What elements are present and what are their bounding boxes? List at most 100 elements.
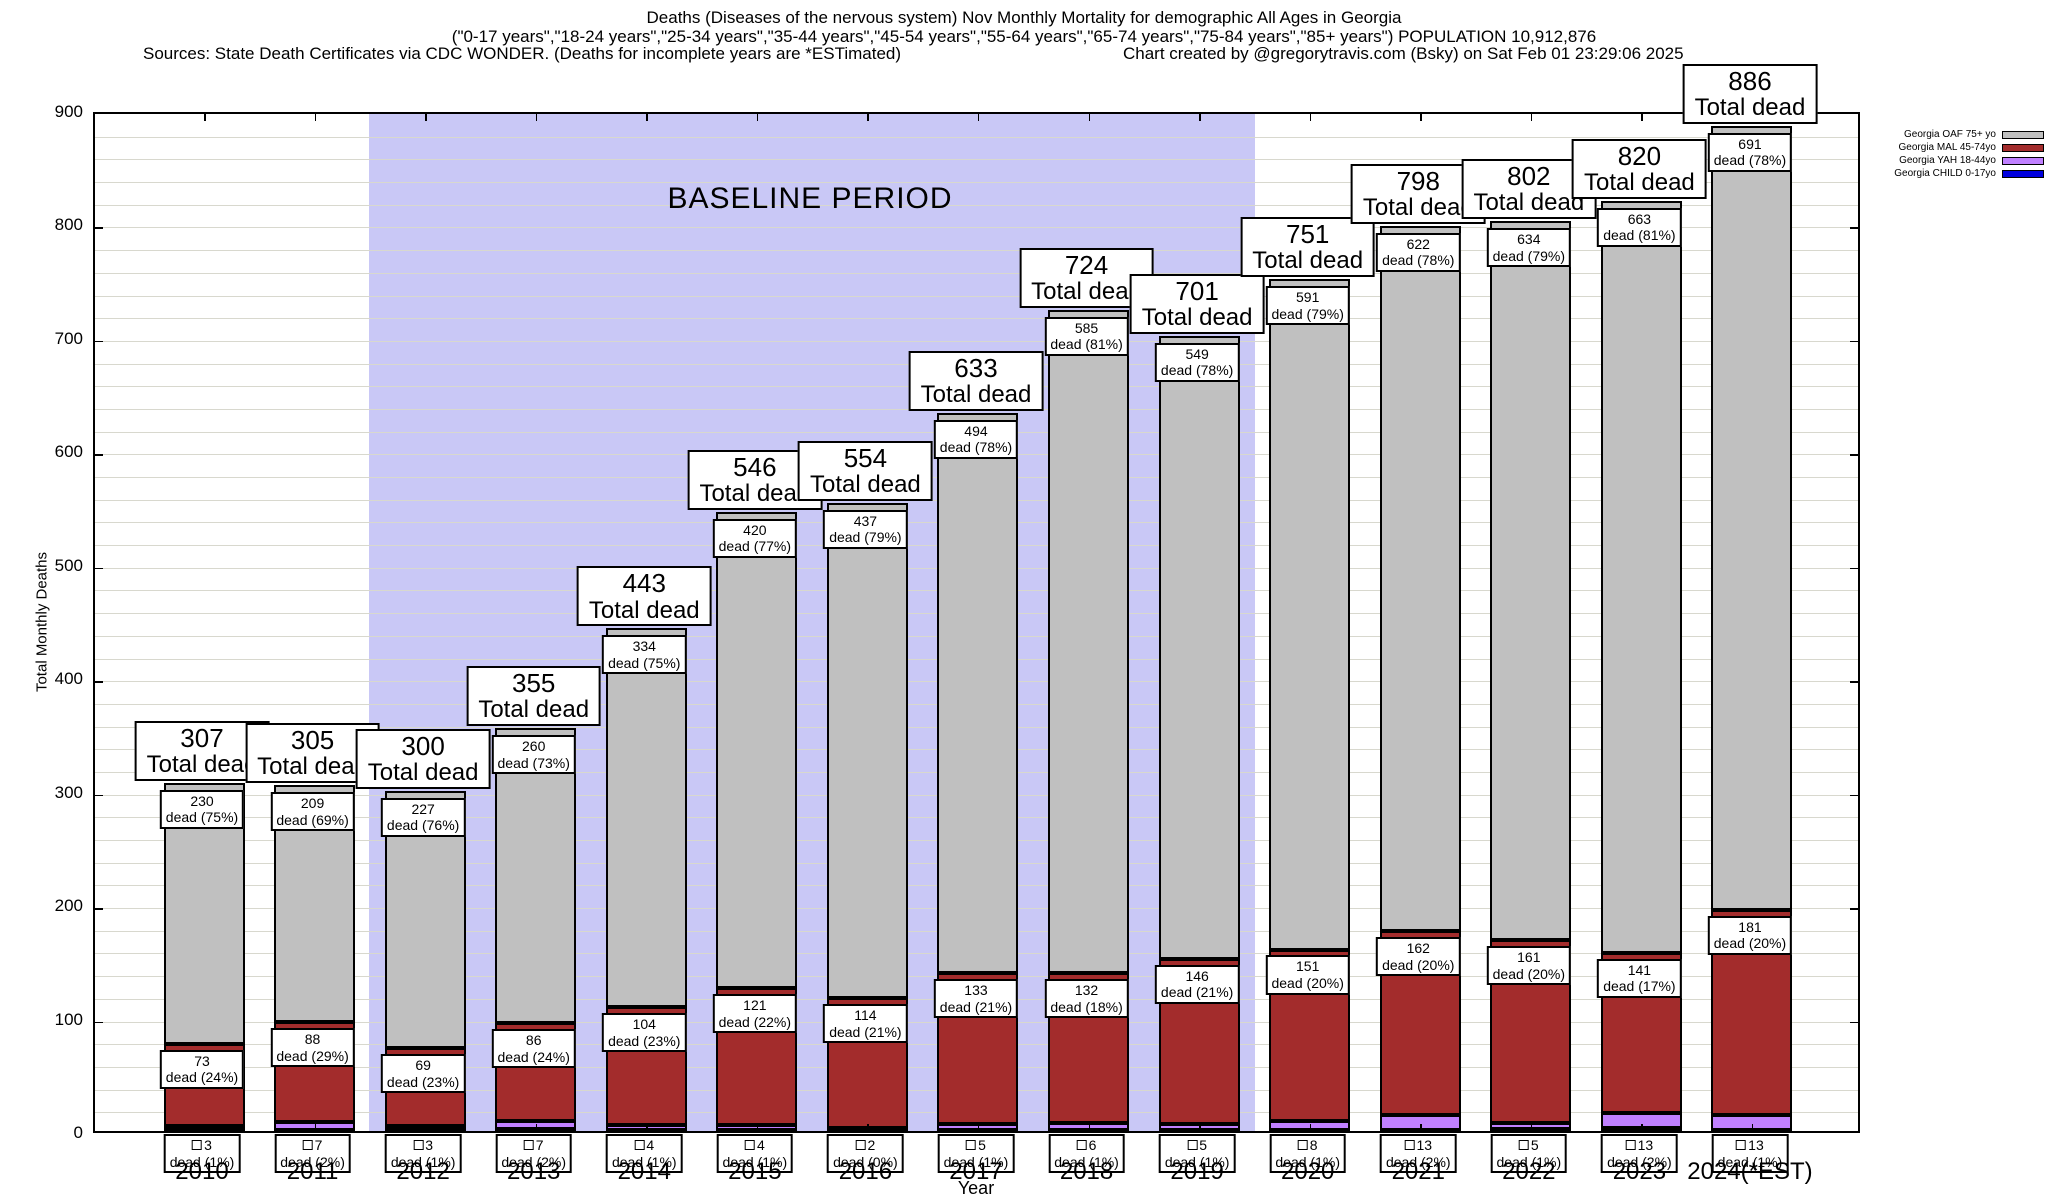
total-dead-label: Total dead [920, 381, 1032, 408]
yah-count: 3 [391, 1137, 456, 1154]
yah-marker-square [192, 1140, 203, 1150]
total-dead-value: 820 [1617, 140, 1662, 171]
tick [314, 114, 317, 121]
oaf-count: 230 [190, 792, 214, 809]
yah-pct: dead (1%) [1164, 1153, 1230, 1170]
oaf-count-box: 591 dead (79%) [1265, 286, 1350, 326]
tick [1309, 1124, 1312, 1131]
tick [95, 1021, 103, 1024]
mal-pct: dead (23%) [386, 1073, 460, 1090]
oaf-count: 209 [300, 794, 325, 811]
yah-pct: dead (1%) [943, 1153, 1009, 1170]
y-tick-label: 700 [54, 328, 83, 348]
tick [1088, 114, 1091, 121]
mal-count: 86 [525, 1032, 542, 1049]
oaf-count-box: 622 dead (78%) [1376, 232, 1461, 272]
gridline [95, 227, 1858, 229]
tick [204, 114, 206, 121]
oaf-count: 494 [964, 422, 988, 439]
x-axis-title: Year [957, 1178, 995, 1198]
yah-count: 5 [1497, 1137, 1562, 1154]
oaf-segment [1269, 279, 1351, 950]
total-dead-value: 751 [1285, 219, 1330, 250]
tick [1530, 114, 1533, 121]
yah-pct: dead (1%) [1054, 1153, 1119, 1170]
tick [1088, 1124, 1091, 1131]
mal-pct: dead (23%) [608, 1032, 681, 1049]
yah-marker-square [1297, 1140, 1308, 1150]
legend-label: Georgia MAL 45-74yo [1898, 142, 1996, 153]
gridline [95, 182, 1858, 184]
mal-count-box: 104 dead (23%) [602, 1013, 687, 1053]
mal-count-box: 73 dead (24%) [159, 1049, 245, 1089]
yah-count: 5 [1165, 1137, 1230, 1154]
yah-marker-square [855, 1140, 866, 1150]
total-dead-value: 633 [954, 352, 998, 383]
yah-count: 7 [280, 1137, 345, 1154]
total-dead-box: 701 Total dead [1129, 273, 1265, 334]
mal-count: 69 [415, 1057, 431, 1074]
mal-count-box: 133 dead (21%) [933, 979, 1019, 1019]
year-label: 2013 [507, 1158, 561, 1185]
tick [756, 1124, 759, 1131]
mal-count-box: 88 dead (29%) [270, 1028, 355, 1068]
tick [425, 1124, 427, 1131]
yah-count: 13 [1386, 1137, 1451, 1154]
mal-count-box: 69 dead (23%) [380, 1054, 466, 1094]
year-label: 2016 [838, 1158, 893, 1185]
oaf-pct: dead (76%) [386, 817, 460, 834]
y-tick-label: 500 [54, 555, 83, 575]
total-dead-value: 300 [401, 730, 445, 761]
oaf-pct: dead (79%) [1271, 305, 1344, 322]
oaf-segment [495, 728, 577, 1024]
mal-pct: dead (20%) [1492, 965, 1566, 982]
chart-credit: Chart created by @gregorytravis.com (Bsk… [1123, 44, 1684, 63]
yah-pct: dead (1%) [611, 1153, 677, 1170]
gridline [95, 159, 1858, 161]
legend-swatch [2002, 143, 2044, 152]
y-tick-label: 200 [54, 896, 83, 916]
yah-count: 3 [170, 1137, 235, 1154]
oaf-pct: dead (78%) [1382, 252, 1455, 269]
tick [1850, 227, 1858, 229]
legend-swatch [2002, 156, 2044, 165]
legend-item: Georgia MAL 45-74yo [1894, 141, 2044, 154]
oaf-count: 549 [1185, 345, 1209, 362]
mal-pct: dead (21%) [939, 998, 1013, 1015]
mal-count: 133 [964, 982, 988, 999]
oaf-count: 227 [411, 800, 435, 817]
mal-pct: dead (21%) [829, 1023, 902, 1040]
yah-count-box: 5 dead (1%) [937, 1134, 1015, 1174]
mal-count: 132 [1074, 982, 1099, 999]
legend-item: Georgia OAF 75+ yo [1894, 128, 2044, 141]
mal-count-box: 121 dead (22%) [712, 994, 798, 1034]
yah-count-box: 2 dead (0%) [827, 1134, 904, 1174]
tick [535, 114, 538, 121]
mal-count: 141 [1627, 961, 1652, 978]
mal-pct: dead (18%) [1050, 998, 1123, 1015]
total-dead-label: Total dead [1141, 303, 1253, 331]
bar-2023 [1600, 200, 1682, 1131]
y-tick-label: 0 [73, 1123, 83, 1142]
y-tick-label: 300 [54, 782, 83, 802]
oaf-count-box: 634 dead (79%) [1486, 228, 1572, 268]
tick [646, 1124, 648, 1131]
yah-count-box: 13 dead (2%) [1601, 1134, 1678, 1174]
total-dead-label: Total dead [588, 596, 700, 624]
gridline [95, 295, 1858, 297]
oaf-pct: dead (75%) [608, 654, 681, 671]
yah-count: 4 [723, 1137, 788, 1154]
tick [1530, 1124, 1533, 1131]
oaf-segment [1711, 125, 1793, 910]
oaf-pct: dead (77%) [718, 538, 792, 555]
bar-2015 [716, 511, 798, 1131]
total-dead-box: 300 Total dead [355, 728, 491, 789]
yah-marker-square [1076, 1140, 1087, 1150]
total-dead-label: Total dead [257, 753, 368, 781]
mal-count-box: 151 dead (20%) [1265, 955, 1350, 995]
total-dead-value: 798 [1396, 165, 1440, 196]
bar-2013 [495, 728, 577, 1131]
total-dead-box: 554 Total dead [798, 440, 933, 501]
oaf-count-box: 420 dead (77%) [712, 518, 798, 558]
oaf-segment [716, 511, 798, 989]
